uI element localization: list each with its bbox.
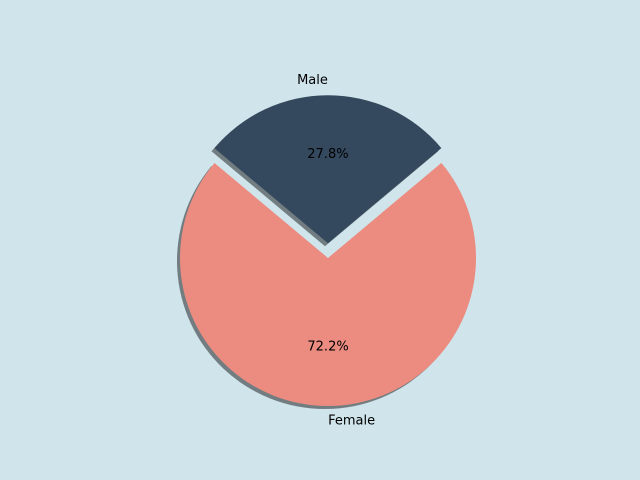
percent-label: 72.2% [307,339,348,354]
slice-label: Female [328,413,375,428]
percent-label: 27.8% [307,147,348,162]
wedge [180,162,476,407]
slice-label: Male [297,73,328,88]
wedge [214,95,442,244]
